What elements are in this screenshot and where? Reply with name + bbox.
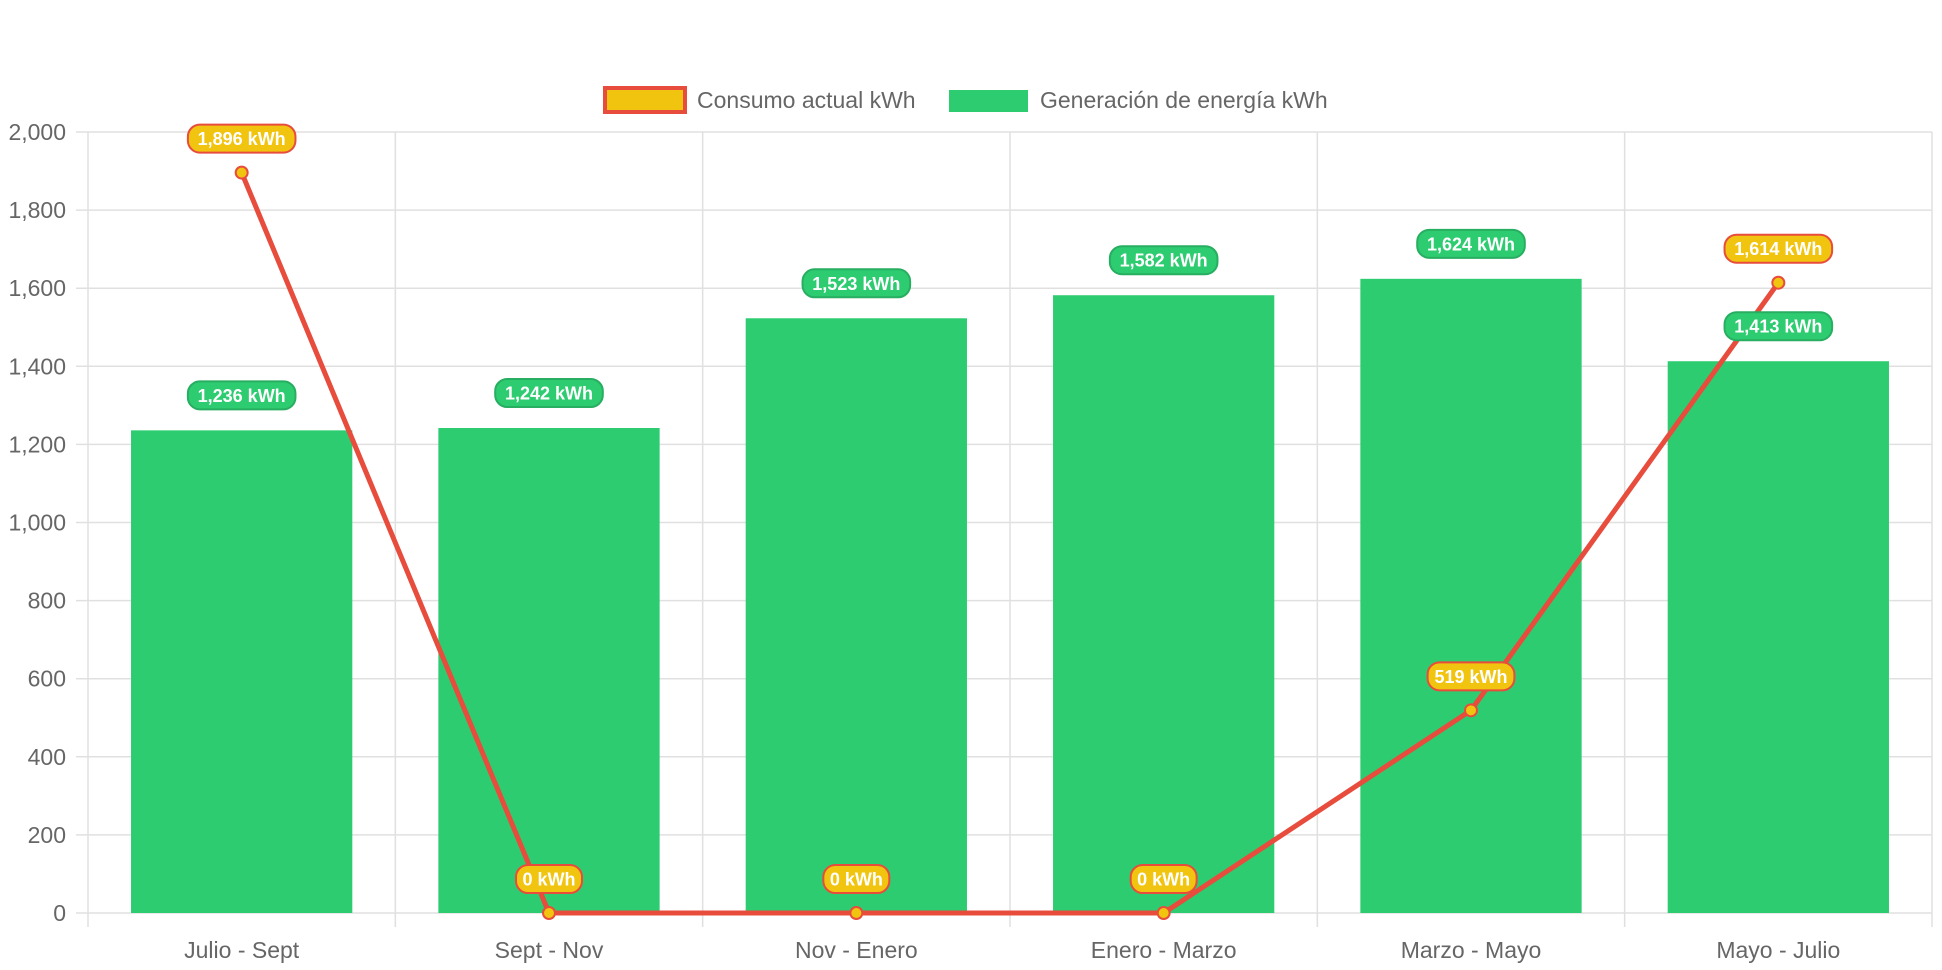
line-data-label: 1,614 kWh: [1723, 233, 1834, 264]
grid-lines: [76, 131, 1933, 927]
data-label-box: [1129, 864, 1198, 894]
data-label-text: 1,242 kWh: [505, 383, 593, 403]
data-label-box: [186, 380, 297, 411]
data-label-box: [494, 377, 604, 408]
bar-data-label: 1,413 kWh: [1723, 311, 1834, 342]
data-label-box: [822, 864, 891, 894]
line-point: [542, 906, 556, 920]
y-axis: 0 200 400 600 800 1,000 1,200 1,400 1,600 1,800 2,…: [8, 119, 66, 926]
legend-item-consumo[interactable]: Consumo actual kWh: [603, 86, 916, 114]
y-tick-label: 1,400: [8, 353, 66, 379]
data-labels: 1,236 kWh 1,242 kWh 1,523 kWh 1,582 kWh 1,62…: [186, 123, 1834, 894]
line-data-label: 0 kWh: [822, 864, 891, 894]
line-point: [1464, 703, 1478, 718]
bar: [1360, 278, 1582, 913]
x-axis: Julio - Sept Sept - Nov Nov - Enero Enero -…: [184, 937, 1840, 963]
line-data-label: 0 kWh: [1129, 864, 1198, 894]
data-label-box: [1108, 245, 1219, 276]
legend[interactable]: Consumo actual kWh Generación de energía…: [603, 86, 1328, 114]
line-point: [849, 906, 864, 920]
x-tick-label: Marzo - Mayo: [1401, 937, 1542, 963]
y-tick-label: 1,800: [8, 197, 66, 223]
line-point: [234, 165, 249, 180]
line-data-label: 0 kWh: [515, 864, 583, 894]
x-tick-label: Enero - Marzo: [1091, 937, 1237, 963]
y-tick-label: 1,600: [8, 275, 66, 301]
line-point: [1771, 275, 1786, 290]
bar: [745, 318, 967, 913]
data-label-text: 1,523 kWh: [812, 274, 900, 294]
legend-label-consumo: Consumo actual kWh: [697, 87, 916, 113]
bar-series: [131, 278, 1889, 913]
y-tick-label: 200: [28, 822, 66, 848]
legend-label-generacion: Generación de energía kWh: [1040, 87, 1328, 113]
bar: [1053, 295, 1275, 913]
data-label-text: 1,413 kWh: [1734, 317, 1822, 337]
data-label-text: 519 kWh: [1434, 667, 1507, 687]
data-label-text: 1,614 kWh: [1734, 239, 1822, 259]
bar: [131, 430, 353, 913]
data-label-box: [801, 268, 912, 299]
data-label-box: [1723, 233, 1834, 264]
line-series: [234, 165, 1786, 920]
bar-data-label: 1,242 kWh: [494, 377, 604, 408]
data-label-box: [186, 123, 297, 154]
bar: [1667, 361, 1889, 913]
data-label-box: [1416, 228, 1526, 259]
data-label-text: 0 kWh: [1137, 870, 1190, 890]
legend-item-generacion[interactable]: Generación de energía kWh: [949, 87, 1328, 113]
y-tick-label: 1,200: [8, 431, 66, 457]
line-data-label: 519 kWh: [1426, 661, 1516, 692]
data-label-box: [515, 864, 583, 894]
data-label-text: 0 kWh: [830, 870, 883, 890]
x-tick-label: Sept - Nov: [495, 937, 604, 963]
y-tick-label: 600: [28, 666, 66, 692]
legend-swatch-generacion: [949, 90, 1028, 112]
y-tick-label: 1,000: [8, 510, 66, 536]
data-label-text: 1,896 kWh: [198, 129, 286, 149]
bar-data-label: 1,582 kWh: [1108, 245, 1219, 276]
bar-data-label: 1,236 kWh: [186, 380, 297, 411]
data-label-box: [1426, 661, 1516, 692]
data-label-text: 1,624 kWh: [1427, 234, 1515, 254]
bar-data-label: 1,523 kWh: [801, 268, 912, 299]
y-tick-label: 0: [53, 900, 66, 926]
x-tick-label: Julio - Sept: [184, 937, 300, 963]
data-label-text: 1,236 kWh: [198, 386, 286, 406]
y-tick-label: 800: [28, 588, 66, 614]
x-tick-label: Nov - Enero: [795, 937, 918, 963]
line-path: [239, 170, 1781, 916]
y-tick-label: 2,000: [8, 119, 66, 145]
bar-data-label: 1,624 kWh: [1416, 228, 1526, 259]
data-label-text: 0 kWh: [522, 870, 575, 890]
y-tick-label: 400: [28, 744, 66, 770]
legend-swatch-consumo: [603, 86, 687, 114]
bar: [438, 427, 660, 913]
data-label-text: 1,582 kWh: [1120, 251, 1208, 271]
line-data-label: 1,896 kWh: [186, 123, 297, 154]
x-tick-label: Mayo - Julio: [1716, 937, 1840, 963]
line-point: [1156, 906, 1171, 920]
data-label-box: [1723, 311, 1834, 342]
